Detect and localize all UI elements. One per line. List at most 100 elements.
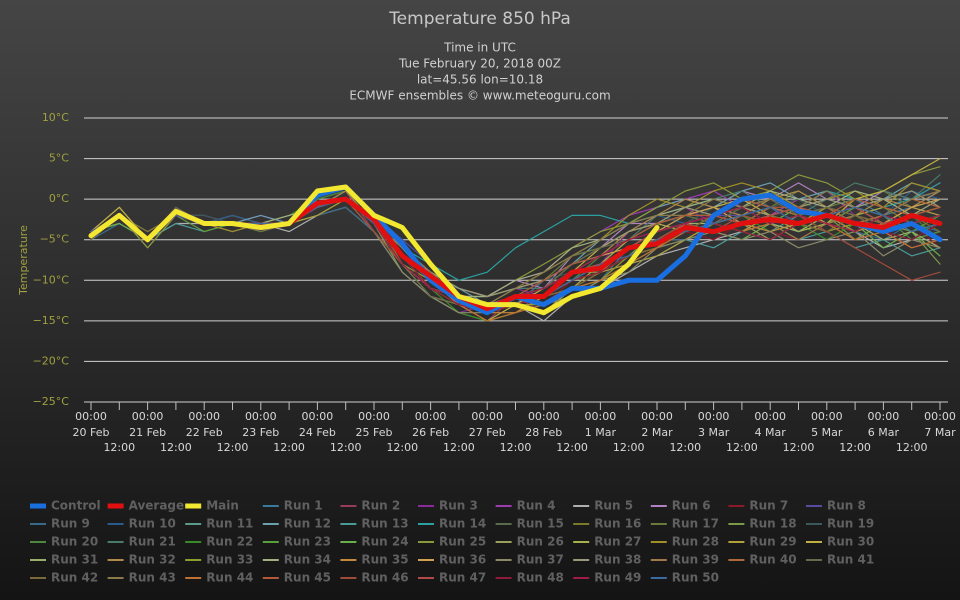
x-tick-label: 00:00 (358, 410, 390, 423)
legend-label: Run 49 (594, 571, 641, 585)
x-tick-label: 00:00 (528, 410, 560, 423)
x-tick-label: 5 Mar (811, 426, 843, 439)
legend-label: Run 35 (361, 553, 408, 567)
y-tick-label: 5°C (49, 152, 69, 165)
legend-label: Run 23 (284, 535, 331, 549)
legend-label: Run 12 (284, 517, 331, 531)
legend-label: Run 15 (517, 517, 564, 531)
legend-label: Run 42 (51, 571, 98, 585)
x-tick-label: 12:00 (500, 441, 532, 454)
legend-label: Run 21 (129, 535, 176, 549)
y-axis-title: Temperature (17, 225, 30, 296)
subtitle: lat=45.56 lon=10.18 (417, 73, 543, 87)
x-tick-label: 00:00 (75, 410, 107, 423)
x-tick-label: 20 Feb (73, 426, 110, 439)
x-tick-label: 12:00 (330, 441, 362, 454)
y-tick-label: −10°C (33, 273, 70, 286)
x-tick-label: 00:00 (924, 410, 956, 423)
legend-label: Run 32 (129, 553, 176, 567)
x-tick-label: 2 Mar (641, 426, 673, 439)
legend-label: Run 34 (284, 553, 331, 567)
legend-label: Run 10 (129, 517, 176, 531)
legend-label: Run 24 (361, 535, 408, 549)
subtitle: Tue February 20, 2018 00Z (398, 57, 561, 71)
x-tick-label: 12:00 (839, 441, 871, 454)
x-tick-label: 28 Feb (525, 426, 562, 439)
y-tick-label: −15°C (33, 314, 70, 327)
legend-label: Run 43 (129, 571, 176, 585)
x-tick-label: 12:00 (669, 441, 701, 454)
legend-label: Run 30 (827, 535, 874, 549)
legend-label: Run 27 (594, 535, 641, 549)
legend-label: Run 31 (51, 553, 98, 567)
x-tick-label: 12:00 (783, 441, 815, 454)
y-tick-label: 0°C (49, 192, 69, 205)
subtitle: Time in UTC (443, 41, 516, 55)
legend-label: Run 38 (594, 553, 641, 567)
x-tick-label: 3 Mar (698, 426, 730, 439)
y-tick-label: −25°C (33, 395, 70, 408)
legend-label: Run 5 (594, 499, 633, 513)
legend-label: Run 14 (439, 517, 486, 531)
legend-label: Run 7 (749, 499, 788, 513)
x-tick-label: 12:00 (386, 441, 418, 454)
legend-label: Run 47 (439, 571, 486, 585)
x-tick-label: 12:00 (613, 441, 645, 454)
x-tick-label: 00:00 (245, 410, 277, 423)
series-line (88, 184, 660, 316)
legend-label: Run 9 (51, 517, 90, 531)
legend-label: Run 40 (749, 553, 796, 567)
legend-label: Run 29 (749, 535, 796, 549)
x-tick-label: 00:00 (188, 410, 220, 423)
y-tick-label: 10°C (42, 111, 69, 124)
legend-label: Run 6 (672, 499, 711, 513)
x-tick-label: 00:00 (415, 410, 447, 423)
chart-title: Temperature 850 hPa (388, 9, 571, 29)
legend-label: Run 11 (206, 517, 253, 531)
x-tick-label: 12:00 (443, 441, 475, 454)
x-tick-label: 27 Feb (469, 426, 506, 439)
x-tick-label: 12:00 (896, 441, 928, 454)
x-tick-label: 12:00 (556, 441, 588, 454)
legend-label: Run 45 (284, 571, 331, 585)
legend-label: Run 2 (361, 499, 400, 513)
legend-label: Run 22 (206, 535, 253, 549)
x-tick-label: 00:00 (302, 410, 334, 423)
legend-label: Run 13 (361, 517, 408, 531)
x-tick-label: 23 Feb (242, 426, 279, 439)
legend-label: Run 36 (439, 553, 486, 567)
x-tick-label: 00:00 (471, 410, 503, 423)
legend-label: Run 16 (594, 517, 641, 531)
legend-label: Run 18 (749, 517, 796, 531)
legend-label: Run 25 (439, 535, 486, 549)
x-tick-label: 00:00 (132, 410, 164, 423)
subtitle: ECMWF ensembles © www.meteoguru.com (349, 89, 610, 103)
legend-label: Run 48 (517, 571, 564, 585)
x-tick-label: 7 Mar (924, 426, 956, 439)
legend-label: Run 26 (517, 535, 564, 549)
x-tick-label: 00:00 (641, 410, 673, 423)
legend-label: Run 50 (672, 571, 719, 585)
x-tick-label: 22 Feb (186, 426, 223, 439)
x-tick-label: 25 Feb (356, 426, 393, 439)
x-tick-label: 12:00 (273, 441, 305, 454)
x-tick-label: 12:00 (217, 441, 249, 454)
legend-label: Run 33 (206, 553, 253, 567)
legend-label: Run 28 (672, 535, 719, 549)
x-tick-label: 00:00 (811, 410, 843, 423)
x-tick-label: 00:00 (868, 410, 900, 423)
x-tick-label: 21 Feb (129, 426, 166, 439)
x-tick-label: 1 Mar (585, 426, 617, 439)
x-tick-label: 12:00 (160, 441, 192, 454)
legend-label: Run 3 (439, 499, 478, 513)
x-tick-label: 00:00 (698, 410, 730, 423)
y-tick-label: −20°C (33, 354, 70, 367)
x-tick-label: 12:00 (726, 441, 758, 454)
legend-label: Run 39 (672, 553, 719, 567)
y-tick-label: −5°C (40, 233, 70, 246)
legend-label: Control (51, 499, 101, 513)
x-tick-label: 00:00 (585, 410, 617, 423)
x-tick-label: 4 Mar (755, 426, 787, 439)
legend-label: Run 4 (517, 499, 556, 513)
legend-label: Run 46 (361, 571, 408, 585)
